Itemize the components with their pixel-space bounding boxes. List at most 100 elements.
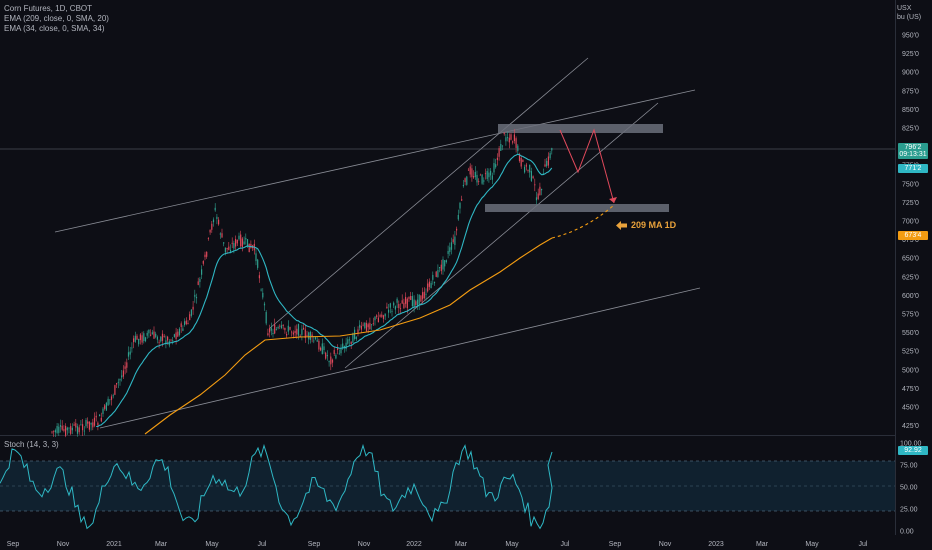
candle-body [546, 160, 548, 167]
candle-body [218, 219, 220, 225]
stoch-axis[interactable]: 100.00 75.00 50.00 25.00 0.00 [900, 441, 922, 536]
candle-body [161, 333, 164, 341]
last-price-value: 796'2 [904, 144, 922, 151]
candle-body [399, 308, 402, 309]
candle-body [508, 137, 510, 143]
candle-body [469, 166, 471, 175]
candle-body [75, 423, 77, 428]
candle-body [330, 356, 332, 365]
time-tick-label: May [805, 541, 819, 548]
resistance-zone[interactable] [498, 124, 663, 133]
ema-209-line [144, 237, 553, 435]
countdown-value: 09:13:31 [899, 151, 927, 158]
candle-body [406, 298, 408, 309]
price-tick-label: 850'0 [902, 107, 919, 114]
candle-body [447, 250, 449, 254]
time-axis[interactable]: Sep Nov 2021 Mar May Jul Sep Nov 2022 Mar May Jul Se… [7, 541, 868, 548]
candle-body [306, 334, 308, 336]
candle-body [187, 323, 189, 324]
candle-body [131, 347, 133, 349]
candle-body [156, 336, 158, 340]
candle-body [379, 315, 381, 317]
time-tick-label: Jul [859, 541, 868, 548]
candle-body [542, 173, 544, 175]
candle-body [535, 197, 538, 201]
candle-body [340, 349, 342, 354]
arrow-left-icon [616, 220, 627, 230]
price-tick-label: 950'0 [902, 33, 919, 40]
candle-body [192, 306, 194, 310]
candle-body [107, 398, 109, 406]
candle-body [172, 340, 174, 342]
candle-body [486, 171, 488, 179]
chart-legend: Corn Futures, 1D, CBOT EMA (209, close, … [4, 4, 109, 34]
candle-body [114, 385, 116, 395]
time-tick-label: Jul [561, 541, 570, 548]
candle-body [389, 303, 391, 308]
time-tick-label: May [505, 541, 519, 548]
candle-body [175, 332, 177, 339]
candle-body [481, 174, 483, 184]
stoch-legend[interactable]: Stoch (14, 3, 3) [4, 440, 59, 449]
candle-body [388, 309, 390, 313]
candle-body [280, 325, 283, 329]
price-pane[interactable] [0, 0, 895, 434]
candle-body [345, 342, 347, 349]
candle-body [235, 238, 237, 247]
upper-channel-line[interactable] [54, 89, 696, 233]
time-tick-label: Mar [155, 541, 168, 548]
candle-body [405, 296, 407, 304]
price-tick-label: 750'0 [902, 181, 919, 188]
candle-body [158, 341, 160, 343]
candle-body [386, 306, 388, 309]
candle-body [527, 170, 529, 171]
candle-body [529, 164, 531, 173]
candles [51, 129, 553, 438]
candle-body [517, 145, 519, 152]
candle-body [350, 341, 352, 344]
candle-body [303, 327, 305, 330]
time-tick-label: Sep [308, 541, 321, 548]
stoch-tick-label: 0.00 [900, 529, 914, 536]
candle-body [121, 375, 123, 378]
candle-body [403, 302, 405, 309]
ema-34-label[interactable]: EMA (34, close, 0, SMA, 34) [4, 24, 105, 33]
lower-channel-line[interactable] [99, 287, 701, 429]
price-tick-label: 475'0 [902, 386, 919, 393]
ema-209-label[interactable]: EMA (209, close, 0, SMA, 20) [4, 14, 109, 23]
candle-body [425, 293, 427, 295]
candle-body [333, 350, 335, 354]
projection-path[interactable] [559, 128, 615, 204]
candle-body [496, 157, 498, 161]
steep-channel-upper[interactable] [269, 57, 589, 329]
candle-body [374, 316, 376, 321]
candle-body [211, 223, 213, 230]
candle-body [138, 338, 140, 345]
candle-body [269, 328, 271, 333]
trendlines[interactable] [54, 57, 701, 429]
symbol-title[interactable]: Corn Futures, 1D, CBOT [4, 4, 93, 13]
steep-channel-lower[interactable] [344, 102, 659, 369]
candle-body [87, 421, 89, 424]
candle-body [127, 352, 130, 357]
candle-body [343, 346, 345, 349]
candle-body [226, 247, 228, 250]
candle-body [151, 332, 153, 335]
support-zone[interactable] [485, 204, 669, 212]
candle-body [294, 330, 296, 334]
candle-body [301, 328, 303, 335]
candle-body [466, 176, 468, 185]
candle-body [194, 294, 196, 297]
candle-body [287, 325, 289, 332]
candle-body [93, 417, 96, 426]
candle-body [382, 315, 385, 319]
candle-body [260, 289, 262, 291]
candle-body [70, 426, 72, 434]
price-axis[interactable]: 950'0925'0900'0875'0850'0825'0800'0775'0… [902, 33, 919, 431]
ema-209-annotation[interactable]: 209 MA 1D [616, 220, 676, 230]
time-tick-label: Nov [57, 541, 70, 548]
candle-body [442, 259, 444, 270]
candle-body [428, 281, 430, 287]
candle-body [240, 234, 242, 247]
